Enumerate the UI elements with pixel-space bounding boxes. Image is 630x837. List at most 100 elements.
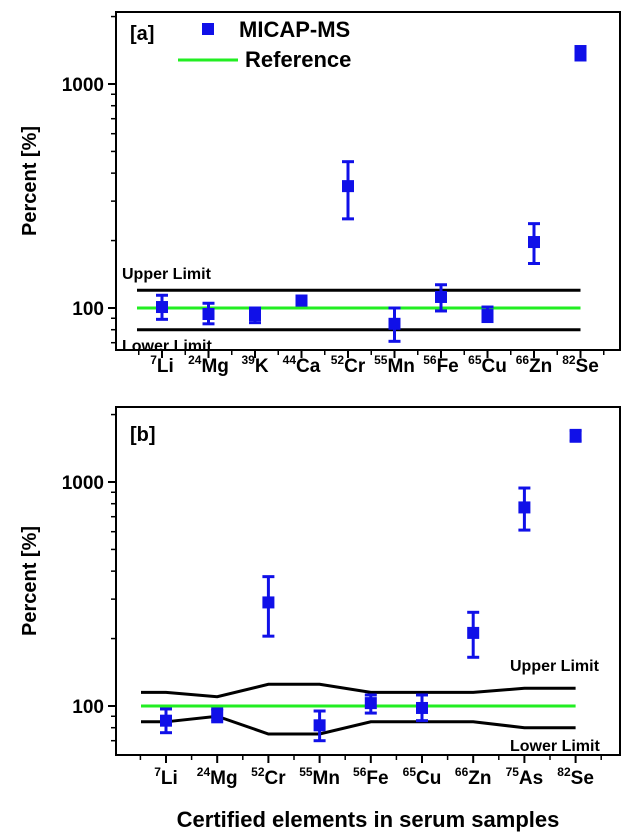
legend-reference-label: Reference	[245, 47, 351, 72]
panel-label-b: [b]	[130, 424, 156, 446]
x-tick-label: 24Mg	[197, 765, 238, 789]
isotope-mass: 24	[197, 765, 211, 779]
panel-b: [b] Percent [%] Upper Limit Lower Limit …	[19, 406, 621, 832]
lower-limit-line	[141, 714, 576, 736]
isotope-mass: 44	[283, 353, 297, 367]
element-symbol: Zn	[529, 356, 552, 377]
y-tick-label: 1000	[62, 75, 104, 96]
isotope-mass: 7	[150, 353, 157, 367]
data-point	[416, 701, 428, 714]
isotope-mass: 52	[331, 353, 345, 367]
data-point	[569, 429, 582, 442]
data-point	[156, 301, 168, 314]
isotope-mass: 56	[353, 765, 367, 779]
y-tick-label: 100	[72, 299, 104, 320]
x-tick-label: 55Mn	[299, 765, 340, 789]
y-axis-label-b: Percent [%]	[19, 526, 41, 636]
upper-limit-line	[141, 682, 576, 699]
element-symbol: Mg	[201, 356, 228, 377]
element-symbol: Cr	[344, 356, 366, 377]
x-tick-label: 39K	[241, 353, 268, 377]
x-tick-label: 65Cu	[468, 353, 507, 377]
data-point	[574, 47, 587, 60]
x-tick-label: 52Cr	[331, 353, 366, 377]
data-point	[481, 309, 494, 322]
plot-frame-b	[115, 406, 621, 756]
element-symbol: As	[519, 768, 543, 789]
lower-limit-label-b: Lower Limit	[510, 738, 600, 755]
element-symbol: Cu	[416, 768, 441, 789]
isotope-mass: 65	[468, 353, 482, 367]
upper-limit-label-b: Upper Limit	[510, 658, 600, 675]
x-tick-label: 52Cr	[251, 765, 286, 789]
isotope-mass: 75	[506, 765, 520, 779]
x-tick-label: 55Mn	[374, 353, 415, 377]
element-symbol: Ca	[296, 356, 321, 377]
data-point	[249, 309, 261, 322]
data-point	[313, 719, 326, 732]
element-symbol: Li	[161, 768, 178, 789]
isotope-mass: 66	[516, 353, 530, 367]
element-symbol: K	[255, 356, 269, 377]
y-tick-label: 100	[72, 697, 104, 718]
isotope-mass: 55	[299, 765, 313, 779]
element-symbol: Li	[157, 356, 174, 377]
x-tick-label: 56Fe	[423, 353, 459, 377]
element-symbol: Se	[576, 356, 599, 377]
element-symbol: Fe	[437, 356, 459, 377]
legend: MICAP-MS Reference	[178, 17, 351, 72]
data-point	[160, 714, 172, 727]
isotope-mass: 82	[557, 765, 571, 779]
data-point	[342, 180, 354, 193]
legend-micap-label: MICAP-MS	[239, 17, 350, 42]
x-tick-label: 24Mg	[188, 353, 229, 377]
x-tick-label: 56Fe	[353, 765, 389, 789]
upper-limit-label-a: Upper Limit	[122, 266, 212, 283]
isotope-mass: 52	[251, 765, 265, 779]
x-tick-label: 66Zn	[455, 765, 492, 789]
isotope-mass: 55	[374, 353, 388, 367]
data-point	[295, 294, 308, 307]
element-symbol: Zn	[468, 768, 491, 789]
data-point	[435, 290, 447, 303]
x-tick-label: 82Se	[562, 353, 599, 377]
data-point	[364, 697, 377, 710]
isotope-mass: 82	[562, 353, 576, 367]
panel-a: [a] Percent [%] MICAP-MS Reference Upper…	[19, 11, 621, 377]
data-point	[202, 308, 215, 321]
isotope-mass: 39	[241, 353, 255, 367]
element-symbol: Mn	[313, 768, 340, 789]
data-point	[211, 709, 224, 722]
x-tick-label: 7Li	[150, 353, 174, 377]
panel-label-a: [a]	[130, 23, 154, 45]
data-point	[467, 626, 480, 639]
isotope-mass: 24	[188, 353, 202, 367]
x-tick-label: 66Zn	[516, 353, 553, 377]
x-tick-label: 75As	[506, 765, 544, 789]
x-tick-label: 44Ca	[283, 353, 321, 377]
element-symbol: Se	[571, 768, 594, 789]
element-symbol: Mg	[210, 768, 237, 789]
x-tick-label: 82Se	[557, 765, 594, 789]
isotope-mass: 65	[403, 765, 417, 779]
data-point	[262, 596, 275, 609]
element-symbol: Cr	[265, 768, 287, 789]
data-point	[528, 236, 540, 249]
x-tick-label: 65Cu	[403, 765, 442, 789]
y-tick-label: 1000	[62, 473, 104, 494]
x-tick-label: 7Li	[154, 765, 178, 789]
data-point	[518, 501, 531, 514]
element-symbol: Fe	[366, 768, 388, 789]
isotope-mass: 56	[423, 353, 437, 367]
isotope-mass: 66	[455, 765, 469, 779]
y-axis-label-a: Percent [%]	[19, 126, 41, 236]
element-symbol: Cu	[482, 356, 507, 377]
legend-micap-marker	[202, 23, 214, 35]
plot-frame-a	[115, 11, 621, 351]
data-point	[388, 317, 401, 330]
isotope-mass: 7	[154, 765, 161, 779]
element-symbol: Mn	[387, 356, 414, 377]
x-axis-label: Certified elements in serum samples	[177, 807, 560, 832]
lower-limit-label-a: Lower Limit	[122, 338, 212, 355]
